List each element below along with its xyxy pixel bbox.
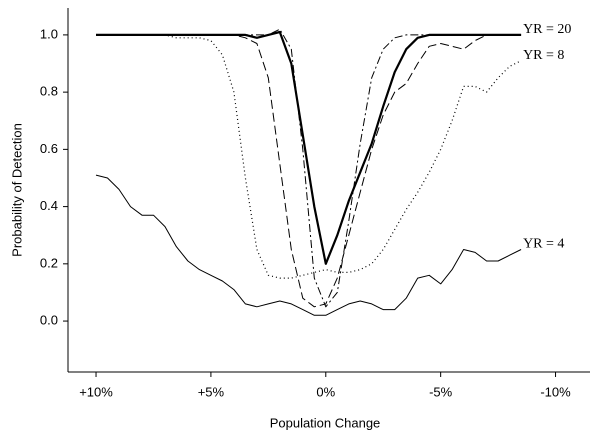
x-tick-label: +5% <box>198 384 225 399</box>
y-tick-label: 0.6 <box>40 141 58 156</box>
y-axis-label: Probability of Detection <box>9 123 24 257</box>
series-label: YR = 4 <box>523 237 564 252</box>
y-tick-label: 0.2 <box>40 255 58 270</box>
y-tick-label: 0.4 <box>40 198 58 213</box>
x-tick-label: 0% <box>316 384 335 399</box>
x-tick-label: +10% <box>79 384 113 399</box>
x-axis-label: Population Change <box>270 415 381 430</box>
series-label: YR = 20 <box>523 22 571 37</box>
y-tick-label: 1.0 <box>40 26 58 41</box>
series-line <box>96 34 522 279</box>
x-tick-label: -5% <box>429 384 453 399</box>
x-tick-label: -10% <box>540 384 571 399</box>
series-line <box>96 34 522 308</box>
y-tick-label: 0.8 <box>40 84 58 99</box>
series-line <box>95 174 522 316</box>
y-tick-label: 0.0 <box>40 313 58 328</box>
series-label: YR = 8 <box>523 48 564 63</box>
series-line <box>96 30 522 265</box>
